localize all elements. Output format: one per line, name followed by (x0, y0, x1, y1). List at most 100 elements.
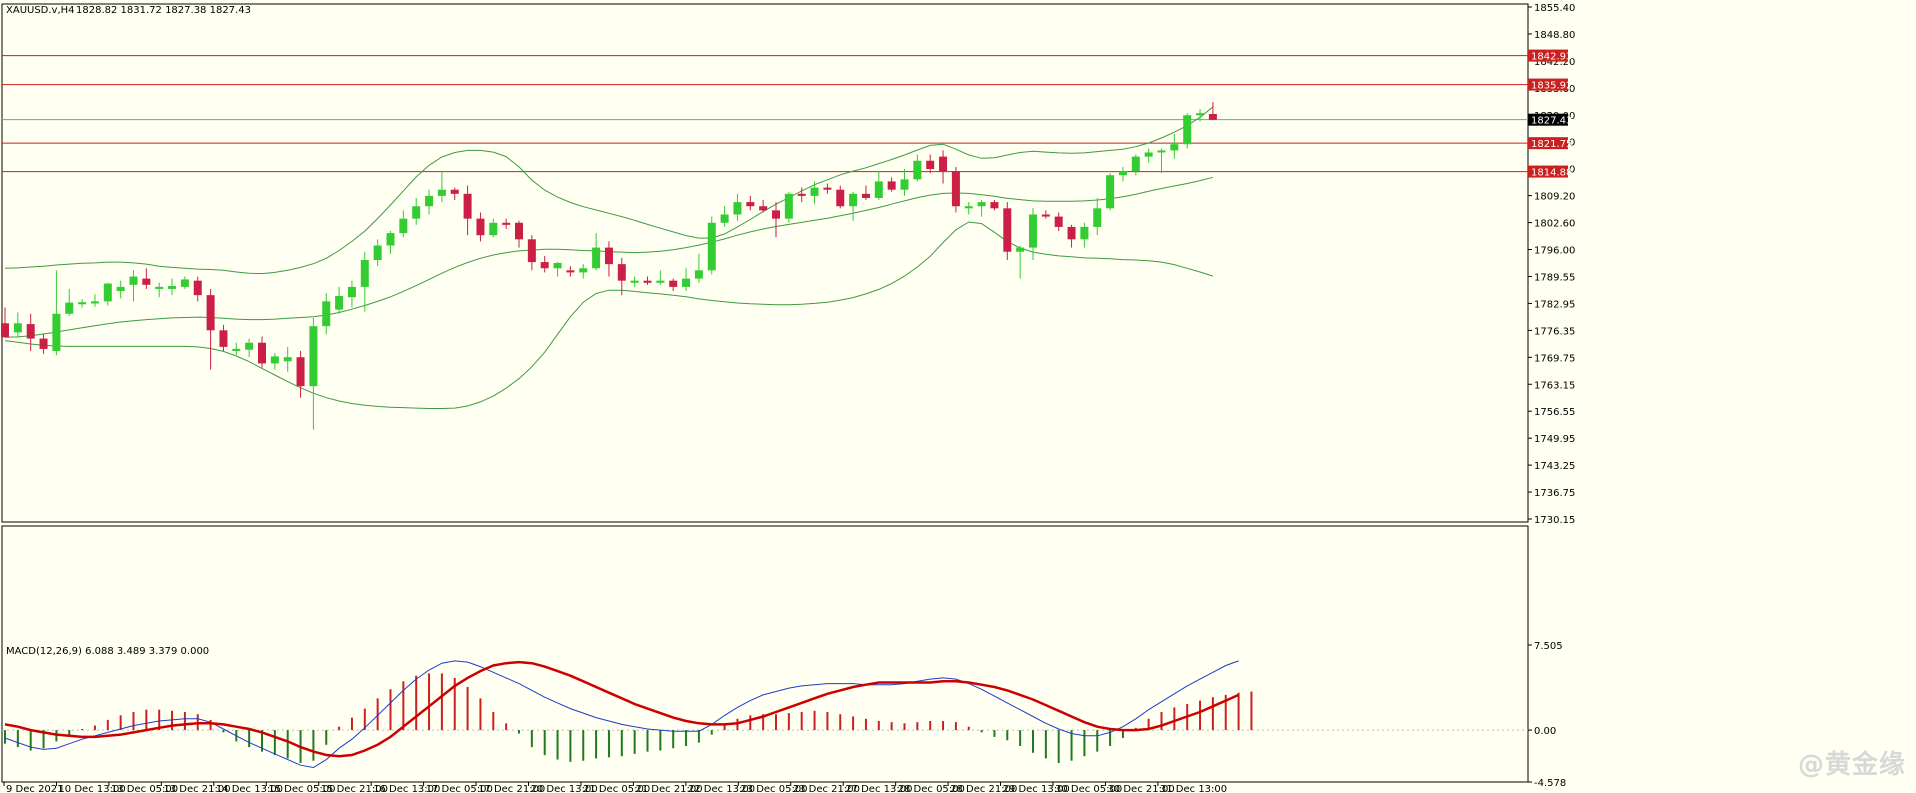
y-tick-label: 1736.75 (1534, 488, 1575, 499)
ohlc-readout: 1828.82 1831.72 1827.38 1827.43 (76, 5, 251, 16)
macd-tick-label: 0.00 (1534, 726, 1556, 737)
level-label: 1821.75 (1531, 139, 1572, 150)
candle-bear (823, 187, 832, 190)
candle-bear (206, 295, 215, 331)
candle-bull (1106, 175, 1115, 209)
level-label: 1814.88 (1531, 168, 1572, 179)
candle-bear (1067, 226, 1076, 240)
candle-bear (887, 181, 896, 190)
y-tick-label: 1756.55 (1534, 407, 1575, 418)
x-tick-label: 13 Dec 05:00 (111, 784, 178, 793)
candle-bull (682, 278, 691, 287)
candle-bear (990, 202, 999, 209)
candle-bear (746, 202, 755, 207)
candle-bull (1118, 171, 1127, 176)
macd-tick-label: -4.578 (1534, 778, 1566, 789)
candle-bear (219, 330, 228, 347)
macd-label: MACD(12,26,9) 6.088 3.489 3.379 0.000 (6, 646, 209, 657)
candle-bull (1080, 226, 1089, 240)
candle-bear (463, 193, 472, 219)
x-tick-label: 27 Dec 13:00 (845, 784, 912, 793)
candle-bull (270, 356, 279, 364)
y-tick-label: 1848.80 (1534, 30, 1575, 41)
y-tick-label: 1855.40 (1534, 3, 1575, 14)
x-tick-label: 17 Dec 05:00 (426, 784, 493, 793)
candle-bull (322, 301, 331, 327)
bb-lower-line (4, 221, 1214, 409)
macd-frame (1, 525, 1529, 783)
candle-bear (926, 160, 935, 170)
candle-bull (1093, 208, 1102, 227)
x-tick-label: 30 Dec 21:00 (1107, 784, 1174, 793)
candle-bull (1016, 247, 1025, 252)
candle-bear (861, 193, 870, 198)
candle-bull (913, 160, 922, 180)
candle-bull (964, 206, 973, 209)
candle-bull (103, 283, 112, 302)
candle-bull (977, 202, 986, 207)
macd-panel: 7.505 0.00 -4.578 (1, 525, 1566, 789)
x-tick-label: 28 Dec 05:00 (898, 784, 965, 793)
candle-bear (772, 210, 780, 219)
candle-bull (784, 193, 793, 219)
y-tick-label: 1749.95 (1534, 434, 1575, 445)
level-label: 1842.93 (1531, 52, 1572, 63)
candle-bull (1183, 115, 1192, 145)
candle-bull (900, 179, 909, 190)
candle-bull (1029, 214, 1037, 248)
x-tick-label: 28 Dec 21:00 (950, 784, 1017, 793)
candle-bull (849, 193, 858, 207)
y-tick-label: 1730.15 (1534, 515, 1575, 526)
candle-bull (720, 214, 729, 223)
candle-bull (733, 202, 742, 215)
candle-bull (656, 280, 665, 283)
candle-bull (810, 187, 819, 196)
x-tick-label: 16 Dec 13:00 (373, 784, 440, 793)
y-tick-label: 1743.25 (1534, 461, 1575, 472)
candle-bull (1196, 113, 1205, 116)
x-tick-label: 23 Dec 05:00 (740, 784, 807, 793)
candle-bear (1208, 114, 1217, 120)
candle-bull (116, 286, 125, 292)
candle-bear (669, 280, 678, 287)
candle-bull (1131, 156, 1140, 172)
candle-bull (52, 313, 61, 351)
macd-tick-label: 7.505 (1534, 641, 1563, 652)
candle-bear (527, 239, 536, 263)
candle-bull (1170, 144, 1179, 151)
x-tick-label: 10 Dec 13:00 (58, 784, 125, 793)
candle-bear (604, 247, 613, 265)
candle-bear (450, 189, 459, 194)
y-tick-label: 1802.60 (1534, 219, 1575, 230)
x-tick-label: 21 Dec 05:00 (583, 784, 650, 793)
level-tag (1528, 165, 1568, 178)
candle-bear (1, 323, 9, 338)
candle-bull (360, 260, 369, 287)
candle-bear (1054, 216, 1063, 227)
candle-bull (129, 276, 138, 285)
candle-bull (386, 233, 395, 246)
candle-bull (373, 245, 382, 261)
candle-bull (180, 279, 189, 287)
y-tick-label: 1782.95 (1534, 299, 1575, 310)
x-tick-label: 9 Dec 2021 (6, 784, 64, 793)
level-tag (1528, 137, 1568, 150)
candle-bull (65, 302, 74, 314)
candle-bull (399, 218, 408, 234)
y-tick-label: 1789.55 (1534, 272, 1575, 283)
level-tag (1528, 49, 1568, 62)
x-tick-label: 29 Dec 13:00 (1003, 784, 1070, 793)
candle-bull (1144, 152, 1153, 157)
candle-bull (412, 206, 421, 219)
candle-bear (1041, 214, 1050, 217)
y-tick-label: 1796.00 (1534, 246, 1575, 257)
current-price-label: 1827.43 (1531, 116, 1572, 127)
candle-bull (579, 268, 588, 273)
x-tick-label: 13 Dec 21:00 (163, 784, 230, 793)
candle-bull (283, 357, 292, 362)
candle-bear (643, 280, 652, 283)
candle-bear (939, 156, 948, 172)
y-tick-label: 1842.20 (1534, 57, 1575, 68)
candle-bear (566, 270, 575, 273)
